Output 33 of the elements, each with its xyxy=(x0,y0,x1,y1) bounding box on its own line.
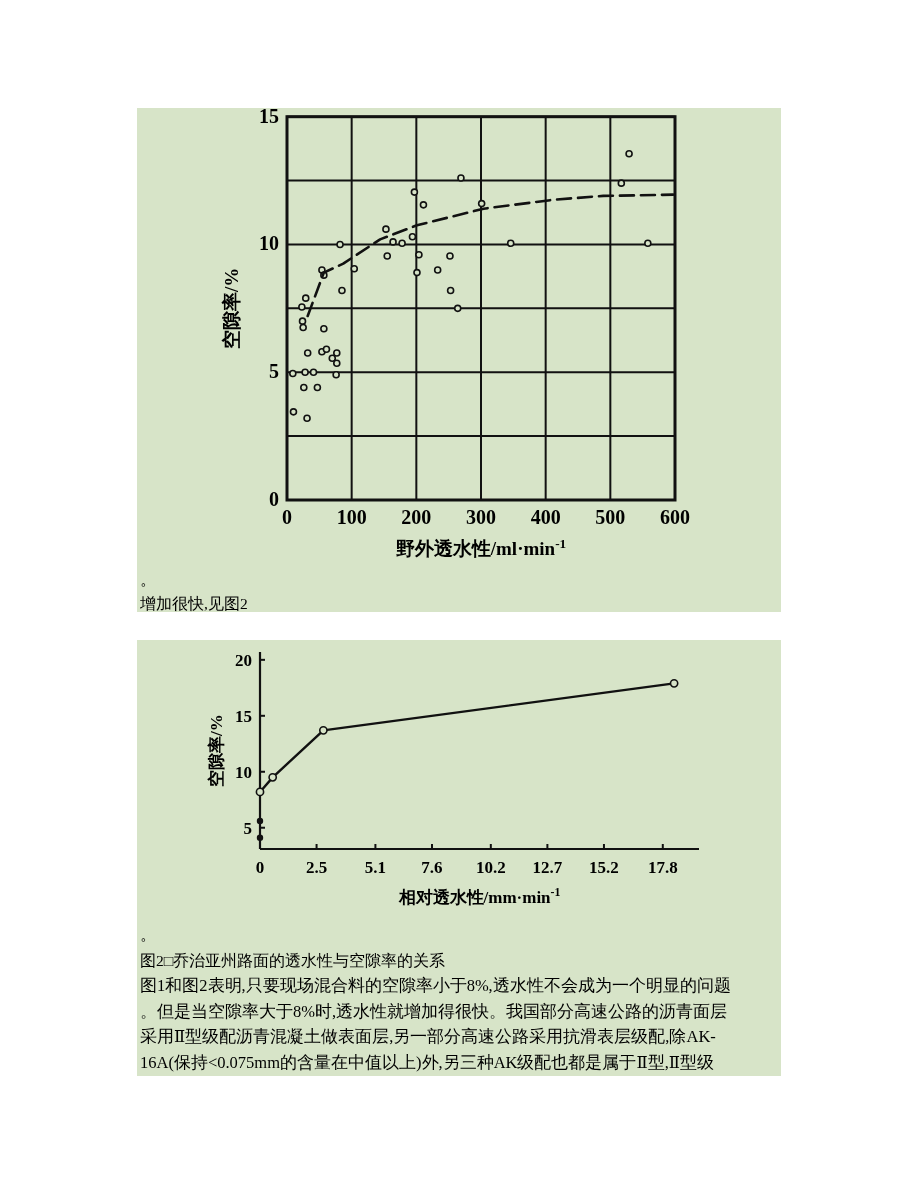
text: 采用Ⅱ型级配沥青混凝土做表面层,另一部分高速公路采用抗滑表层级配,除AK- xyxy=(140,1027,716,1046)
caption: 图2□乔治亚州路面的透水性与空隙率的关系 xyxy=(140,951,446,969)
x-tick-label: 200 xyxy=(401,506,432,528)
x-tick-label: 400 xyxy=(530,506,561,528)
text: 16A(保持<0.075mm的含量在中值以上)外,另三种AK级配也都是属于Ⅱ型,Ⅱ型级 xyxy=(140,1052,715,1072)
x-tick-label: 10.2 xyxy=(475,858,506,877)
caption: 图1和图2表明,只要现场混合料的空隙率小于8%,透水性不会成为一个明显的问题 xyxy=(140,976,731,995)
x-tick-label: 600 xyxy=(660,506,690,528)
x-tick-label: 5.1 xyxy=(364,858,387,877)
x-tick-label: 300 xyxy=(466,506,496,528)
x-axis-title: 相对透水性/mm·min$^{-1}$ xyxy=(397,885,561,907)
x-tick-label: 12.7 xyxy=(532,858,563,877)
x-tick-label: 15.2 xyxy=(589,858,619,877)
x-tick-label: 17.8 xyxy=(647,858,678,877)
y-tick-label: 5 xyxy=(243,818,252,838)
x-tick-label: 100 xyxy=(336,506,367,528)
y-tick-label: 5 xyxy=(269,360,279,383)
text: 。 xyxy=(140,926,156,943)
text: 增加很快,见图2 xyxy=(139,595,248,612)
y-tick-label: 10 xyxy=(259,232,279,255)
x-axis-title: 野外透水性/ml·min$^{-1}$ xyxy=(395,535,567,559)
y-tick-label: 10 xyxy=(235,762,252,782)
y-tick-label: 15 xyxy=(259,104,279,127)
text: 。但是当空隙率大于8%时,透水性就增加得很快。我国部分高速公路的沥青面层 xyxy=(140,1001,728,1021)
y-axis-title: 空隙率/% xyxy=(221,267,242,349)
y-tick-label: 20 xyxy=(235,650,252,670)
y-tick-label: 0 xyxy=(269,488,279,510)
y-tick-label: 15 xyxy=(235,706,252,726)
text: 。 xyxy=(140,571,156,588)
x-tick-label: 500 xyxy=(595,506,626,528)
x-tick-label: 2.5 xyxy=(305,858,328,877)
y-axis-title: 空隙率/% xyxy=(207,714,226,787)
x-tick-label: 7.6 xyxy=(421,858,443,877)
